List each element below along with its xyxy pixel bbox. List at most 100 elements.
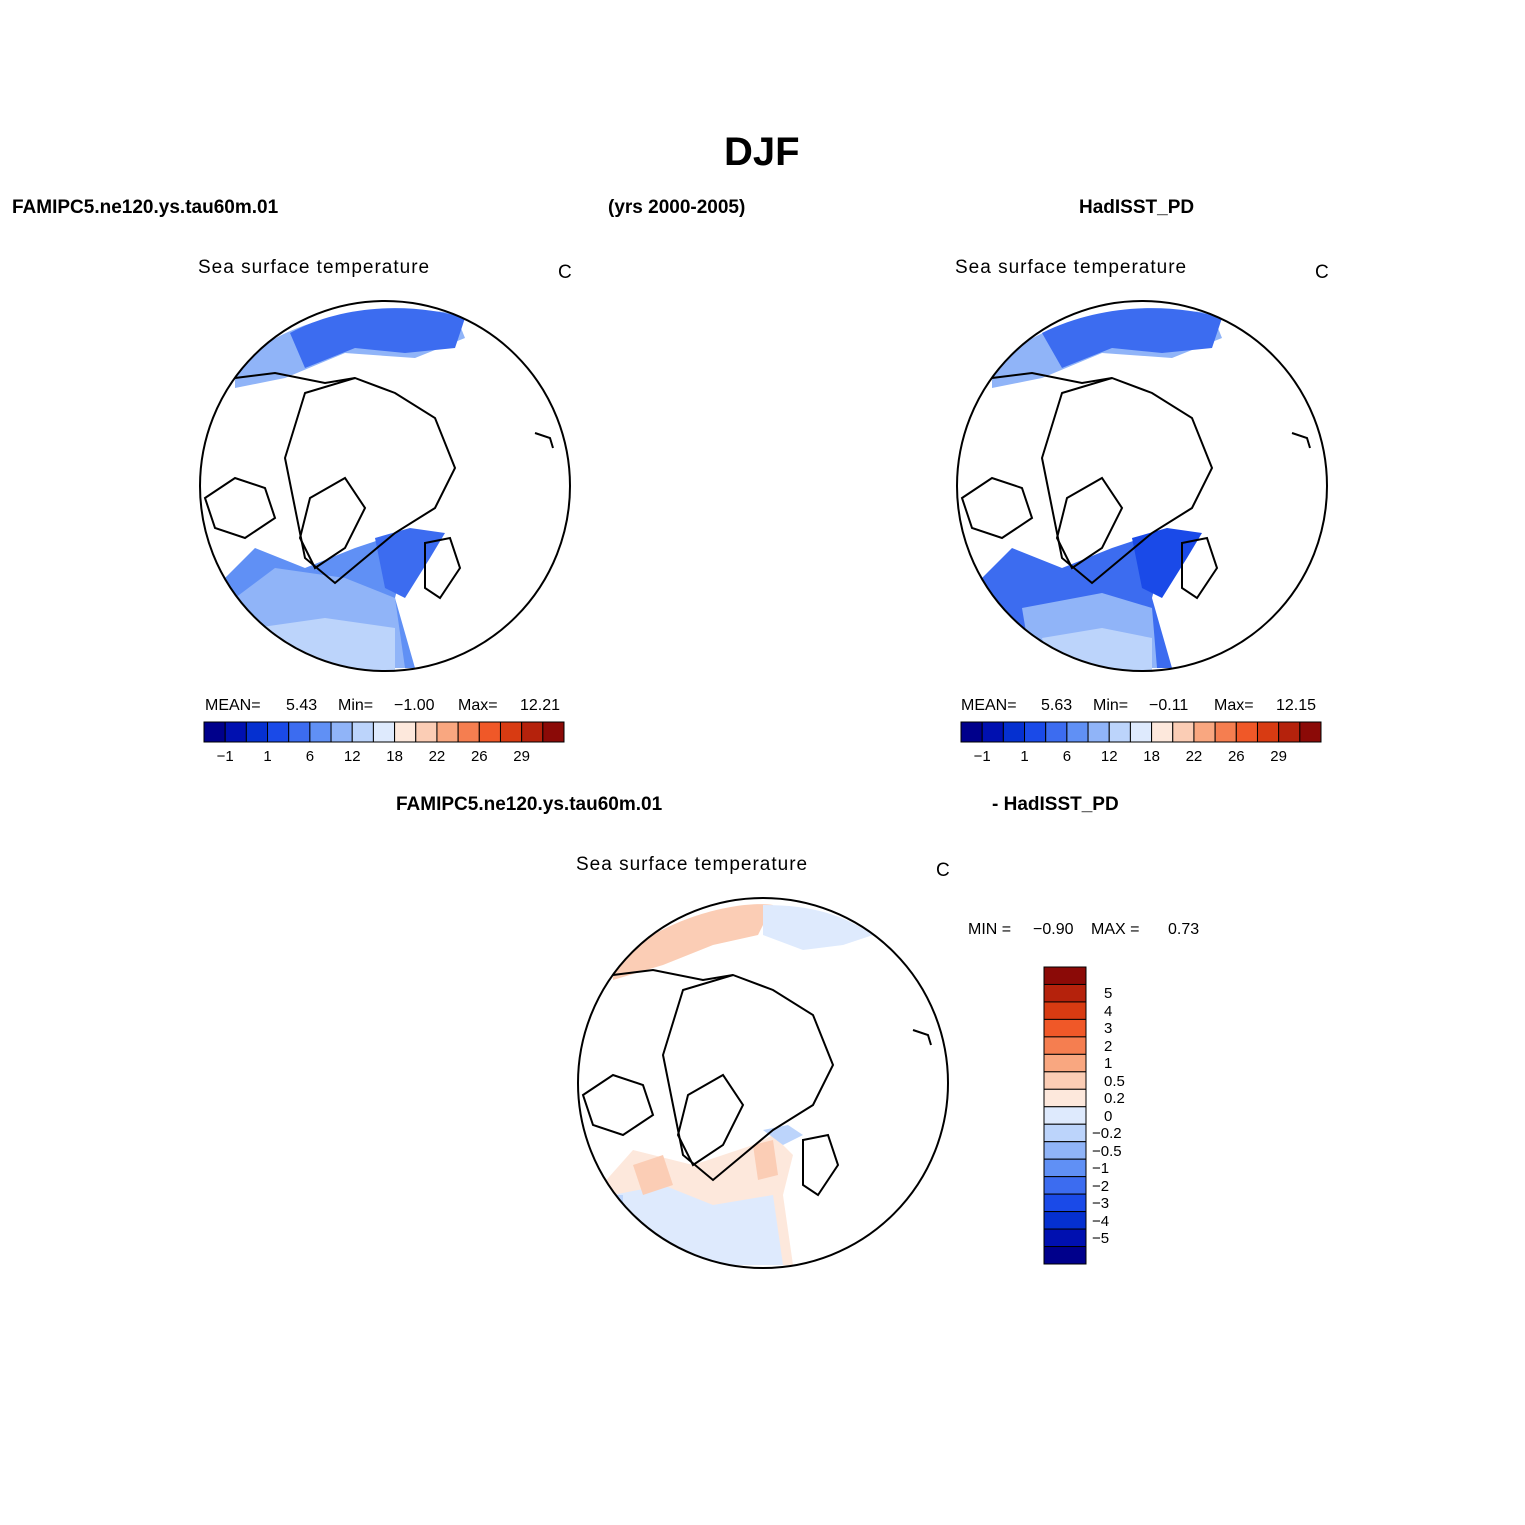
- diff-colorbar-swatch: [1043, 1211, 1087, 1230]
- diff-min-label: MIN =: [968, 921, 1012, 938]
- panel2-mean-label: MEAN=: [961, 697, 1017, 714]
- diff-colorbar-tick-label: −0.2: [1092, 1125, 1122, 1143]
- colorbar-swatch: [1129, 721, 1153, 743]
- colorbar-swatch: [372, 721, 396, 743]
- colorbar-swatch: [960, 721, 983, 743]
- panel2-min-label: Min=: [1093, 697, 1129, 714]
- colorbar-swatch: [1066, 721, 1089, 743]
- colorbar-swatch: [1151, 721, 1174, 743]
- panel2-max-value: 12.15: [1276, 697, 1317, 714]
- panel1-mean-value: 5.43: [286, 697, 318, 714]
- diff-colorbar-swatch: [1043, 966, 1087, 985]
- diff-colorbar-swatch: [1043, 1176, 1087, 1195]
- colorbar-swatch: [499, 721, 523, 743]
- colorbar-swatch: [267, 721, 290, 743]
- obs-case-label: HadISST_PD: [1079, 197, 1195, 218]
- colorbar-swatch: [981, 721, 1004, 743]
- diff-colorbar-tick-label: −4: [1092, 1212, 1110, 1230]
- panel1-title: Sea surface temperature: [198, 257, 431, 278]
- diff-colorbar-tick-label: 4: [1104, 1002, 1113, 1020]
- colorbar-swatch: [288, 721, 311, 743]
- colorbar-swatch: [394, 721, 417, 743]
- colorbar-swatch: [330, 721, 353, 743]
- panel2-max-label: Max=: [1214, 697, 1254, 714]
- colorbar-swatch: [203, 721, 226, 743]
- diff-map: [577, 897, 949, 1269]
- diff-colorbar-swatch: [1043, 983, 1087, 1003]
- panel2-colorbar-labels: −1 1 6 12 18 22 26 29: [960, 748, 1322, 768]
- colorbar-tick-label: 29: [1270, 748, 1287, 765]
- diff-obs-label: - HadISST_PD: [992, 794, 1119, 815]
- panel1-colorbar: [203, 721, 565, 743]
- colorbar-tick-label: 1: [1020, 748, 1029, 765]
- diff-colorbar-tick-label: 0: [1104, 1107, 1113, 1125]
- colorbar-swatch: [309, 721, 332, 743]
- diff-colorbar-tick-label: −1: [1092, 1160, 1110, 1178]
- diff-colorbar-tick-label: −2: [1092, 1177, 1110, 1195]
- colorbar-tick-label: 22: [428, 748, 446, 765]
- diff-colorbar-tick-label: −5: [1092, 1230, 1110, 1248]
- colorbar-swatch: [224, 721, 247, 743]
- diff-max-value: 0.73: [1168, 921, 1200, 938]
- colorbar-tick-label: 29: [513, 748, 530, 765]
- diff-colorbar-swatch: [1043, 1158, 1087, 1178]
- colorbar-swatch: [457, 721, 480, 743]
- colorbar-swatch: [1024, 721, 1047, 743]
- diff-model-label: FAMIPC5.ne120.ys.tau60m.01: [396, 794, 663, 815]
- diff-colorbar-tick-label: −0.5: [1092, 1142, 1122, 1160]
- diff-colorbar-swatch: [1043, 1018, 1087, 1038]
- colorbar-swatch: [1235, 721, 1258, 743]
- diff-colorbar-swatch: [1043, 1228, 1087, 1248]
- diff-colorbar: [1043, 966, 1087, 1265]
- panel1-max-value: 12.21: [520, 697, 561, 714]
- diff-colorbar-tick-label: 0.5: [1104, 1072, 1125, 1090]
- colorbar-swatch: [1256, 721, 1280, 743]
- diff-colorbar-swatch: [1043, 1246, 1087, 1265]
- colorbar-swatch: [1299, 721, 1322, 743]
- colorbar-swatch: [1278, 721, 1301, 743]
- colorbar-swatch: [1214, 721, 1237, 743]
- panel2-title: Sea surface temperature: [955, 257, 1188, 278]
- panel1-max-label: Max=: [458, 697, 498, 714]
- colorbar-swatch: [478, 721, 501, 743]
- colorbar-tick-label: 26: [470, 748, 488, 765]
- colorbar-tick-label: −1: [216, 748, 234, 765]
- diff-min-value: −0.90: [1033, 921, 1074, 938]
- colorbar-tick-label: 6: [305, 748, 315, 765]
- colorbar-swatch: [245, 721, 269, 743]
- figure-title: DJF: [724, 130, 800, 174]
- colorbar-tick-label: 26: [1227, 748, 1245, 765]
- colorbar-tick-label: −1: [973, 748, 991, 765]
- years-label: (yrs 2000-2005): [608, 197, 746, 218]
- panel2-map: [956, 300, 1328, 672]
- colorbar-tick-label: 12: [343, 748, 361, 765]
- diff-colorbar-swatch: [1043, 1088, 1087, 1108]
- diff-colorbar-tick-label: 1: [1104, 1055, 1113, 1073]
- diff-colorbar-labels: 5 4 3 2 1 0.5 0.2 0 −0.2 −0.5 −1 −2 −3 −4 −5: [1092, 966, 1152, 1266]
- colorbar-swatch: [542, 721, 565, 743]
- colorbar-tick-label: 18: [1143, 748, 1160, 765]
- diff-colorbar-swatch: [1043, 1193, 1087, 1213]
- diff-colorbar-tick-label: 3: [1104, 1020, 1113, 1038]
- panel2-unit: C: [1315, 262, 1329, 283]
- colorbar-tick-label: 22: [1185, 748, 1203, 765]
- diff-colorbar-swatch: [1043, 1106, 1087, 1125]
- diff-colorbar-swatch: [1043, 1141, 1087, 1160]
- colorbar-tick-label: 1: [263, 748, 272, 765]
- panel2-mean-value: 5.63: [1041, 697, 1073, 714]
- colorbar-swatch: [415, 721, 438, 743]
- colorbar-tick-label: 12: [1100, 748, 1118, 765]
- colorbar-swatch: [1172, 721, 1195, 743]
- panel2-colorbar: [960, 721, 1322, 743]
- diff-colorbar-swatch: [1043, 1001, 1087, 1020]
- panel1-colorbar-labels: −1 1 6 12 18 22 26 29: [203, 748, 565, 768]
- diff-colorbar-tick-label: 0.2: [1104, 1090, 1125, 1108]
- diff-colorbar-swatch: [1043, 1071, 1087, 1090]
- panel1-min-label: Min=: [338, 697, 374, 714]
- panel1-min-value: −1.00: [394, 697, 435, 714]
- panel1-map: [199, 300, 571, 672]
- colorbar-swatch: [521, 721, 544, 743]
- colorbar-swatch: [1002, 721, 1026, 743]
- diff-colorbar-tick-label: 5: [1104, 985, 1113, 1003]
- colorbar-swatch: [351, 721, 374, 743]
